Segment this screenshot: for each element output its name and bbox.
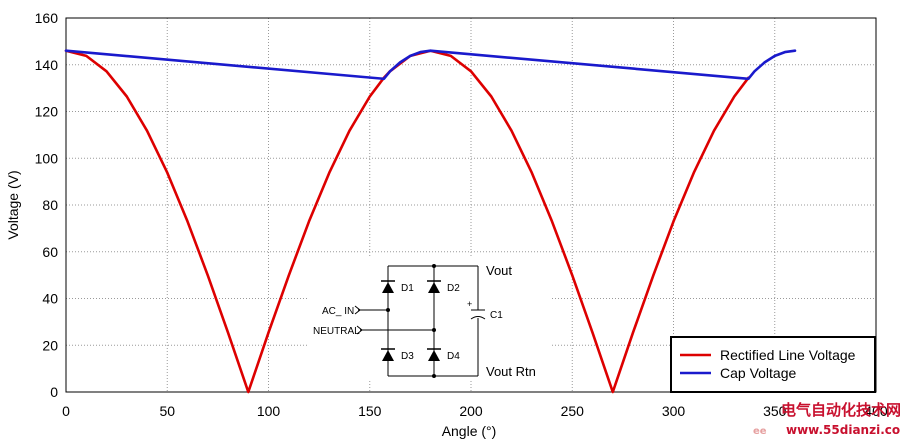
series-line-cap: [64, 49, 797, 81]
x-tick-label: 200: [459, 403, 483, 419]
junction-dot: [432, 264, 436, 268]
legend-label-cap: Cap Voltage: [720, 365, 796, 381]
y-tick-label: 140: [35, 57, 59, 73]
x-tick-label: 0: [62, 403, 70, 419]
x-tick-label: 100: [257, 403, 281, 419]
y-tick-label: 160: [35, 10, 59, 26]
watermark-title: 电气自动化技术网: [781, 401, 900, 419]
x-axis-title: Angle (°): [442, 423, 497, 439]
y-tick-labels: 0 20 40 60 80 100 120 140 160: [35, 10, 59, 400]
capacitor-c1-label: C1: [490, 310, 503, 321]
x-tick-label: 150: [358, 403, 382, 419]
diode-d1-icon: [381, 280, 395, 293]
plot-area-frame: [65, 17, 877, 393]
junction-dot: [432, 374, 436, 378]
vout-label: Vout: [486, 263, 512, 278]
schematic-background: [307, 258, 552, 380]
x-tick-labels: 0 50 100 150 200 250 300 350 400: [62, 403, 888, 419]
y-tick-label: 60: [42, 244, 58, 260]
diode-d2-label: D2: [447, 283, 460, 294]
capacitor-c1-curved-plate: [470, 316, 486, 320]
y-tick-label: 40: [42, 291, 58, 307]
diode-d3-label: D3: [401, 351, 414, 362]
y-tick-label: 80: [42, 197, 58, 213]
series-lines: [64, 49, 797, 394]
x-tick-label: 400: [864, 403, 888, 419]
plot-border: [65, 17, 877, 393]
diode-d4-icon: [427, 348, 441, 361]
x-tick-label: 250: [561, 403, 585, 419]
diode-d2-icon: [427, 280, 441, 293]
diode-d3-icon: [381, 348, 395, 361]
y-tick-label: 100: [35, 150, 59, 166]
watermark: 电气自动化技术网 ee www.55dianzi.com: [753, 401, 900, 437]
y-tick-label: 120: [35, 104, 59, 120]
ac-in-label: AC_ IN: [322, 306, 354, 317]
legend: Rectified Line Voltage Cap Voltage: [670, 336, 876, 393]
y-tick-label: 0: [50, 384, 58, 400]
legend-label-rectified: Rectified Line Voltage: [720, 347, 856, 363]
diode-d1-label: D1: [401, 283, 414, 294]
legend-box: [670, 336, 876, 393]
watermark-prefix: ee: [753, 426, 767, 437]
bridge-rectifier-schematic: + C1 AC_ IN NEUTRAL D1 D2: [307, 258, 552, 380]
x-tick-label: 300: [662, 403, 686, 419]
neutral-label: NEUTRAL: [313, 326, 360, 337]
neutral-arrow: [356, 325, 363, 335]
x-tick-label: 50: [159, 403, 175, 419]
grid-lines: [65, 17, 877, 393]
watermark-url: www.55dianzi.com: [786, 423, 900, 437]
vout-rtn-label: Vout Rtn: [486, 364, 536, 379]
ac-in-arrow: [354, 305, 361, 315]
y-tick-label: 20: [42, 337, 58, 353]
x-tick-label: 350: [763, 403, 787, 419]
y-axis-title: Voltage (V): [5, 170, 21, 239]
capacitor-plus-label: +: [467, 299, 472, 309]
diode-d4-label: D4: [447, 351, 460, 362]
